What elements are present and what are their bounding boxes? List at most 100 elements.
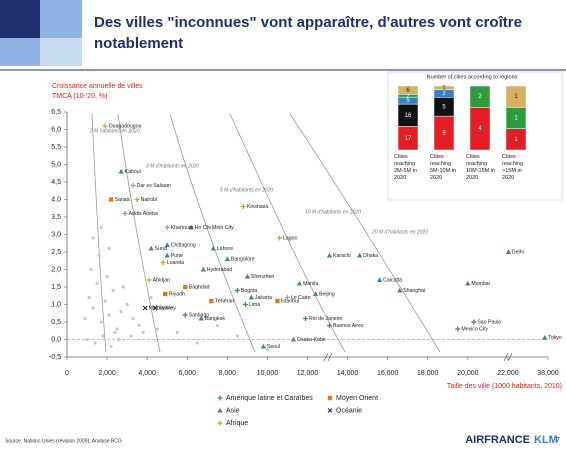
point-label: Bangkok [205, 316, 226, 322]
point [107, 313, 111, 317]
point [118, 168, 124, 174]
y-tick-label: 4,0 [51, 196, 61, 203]
point [357, 252, 363, 258]
point [134, 197, 140, 202]
x-tick-label: 4,000 [138, 370, 156, 377]
point [115, 327, 119, 331]
page-number: 7 [556, 437, 560, 444]
point [131, 316, 135, 321]
point [137, 323, 141, 328]
point [377, 277, 383, 282]
point-label: Sao Paulo [477, 319, 501, 325]
point [113, 330, 117, 335]
x-tick-label: 18,000 [417, 370, 439, 377]
point [248, 294, 254, 300]
x-tick-label: 2,000 [98, 370, 116, 377]
legend-marker [217, 395, 223, 401]
point [210, 245, 216, 251]
point-label: Shanghai [403, 288, 425, 294]
point [397, 287, 403, 293]
point-label: Luanda [167, 260, 184, 266]
point-label: Melbourne [149, 305, 174, 311]
point [117, 337, 121, 342]
y-tick-label: 2,5 [51, 249, 61, 256]
point [129, 334, 133, 338]
segment-label: 2 [442, 91, 446, 97]
point [91, 306, 95, 310]
point [312, 291, 319, 296]
point [148, 245, 154, 251]
y-tick-label: 5,5 [51, 144, 61, 151]
legend-label: Afrique [226, 420, 248, 427]
segment-label: 2 [406, 93, 410, 99]
y-tick-label: 6,5 [51, 109, 61, 116]
point-label: Le Caire [291, 295, 311, 301]
segment-label: 9 [442, 131, 446, 137]
point [99, 225, 103, 230]
point [97, 253, 101, 258]
segment-label: 2 [478, 94, 482, 100]
legend-label: Océanie [336, 407, 362, 414]
iso-curve [289, 113, 441, 353]
point [146, 277, 152, 283]
point [85, 337, 89, 342]
source: Source: Nations Unies (révision 2009); A… [5, 438, 122, 444]
x-tick-label: 20,000 [457, 370, 479, 377]
point [235, 334, 239, 338]
iso-label: 2 M habitants en 2020 [89, 128, 140, 134]
point [195, 341, 199, 345]
header-block [40, 38, 82, 66]
point [284, 295, 290, 300]
segment-label: 17 [405, 136, 412, 142]
segment-label: 16 [405, 113, 412, 119]
point [198, 315, 204, 321]
segment-label: 1 [442, 85, 446, 91]
x-tick-label: 12,000 [297, 370, 319, 377]
point-label: Osaka-Kobe [297, 337, 326, 343]
segment-label: 6 [406, 88, 410, 94]
point [101, 334, 105, 338]
bar-segment [397, 85, 419, 95]
point [296, 280, 303, 286]
point [182, 312, 188, 318]
point-label: Delhi [512, 249, 524, 255]
point-label: Buenos Aires [333, 323, 364, 329]
point [108, 197, 114, 202]
point [103, 299, 107, 303]
point-label: Rio de Janeiro [309, 316, 343, 322]
x-tick-label: 16,000 [377, 370, 399, 377]
point [109, 344, 113, 349]
x-tick-label: 22,000 [497, 370, 519, 377]
point [142, 305, 148, 311]
point-label: Khartoum [171, 225, 194, 231]
x-tick-label: 0 [65, 370, 69, 377]
point [164, 225, 170, 230]
point-label: Surat [155, 246, 168, 252]
point [240, 204, 246, 209]
point [83, 316, 87, 321]
point [455, 326, 461, 332]
point-label: Bogota [241, 288, 258, 294]
point [471, 319, 477, 325]
x-tick-label: 6,000 [178, 370, 196, 377]
point [102, 123, 108, 129]
y-tick-label: 6,0 [51, 126, 61, 133]
y-tick-label: 1,0 [51, 301, 61, 308]
point [99, 320, 103, 324]
point [224, 256, 230, 261]
point [89, 267, 93, 272]
segment-label: 5 [406, 98, 410, 104]
iso-curves [91, 113, 441, 353]
point [105, 274, 109, 279]
iso-label: 20 M d'habitants en 2020 [371, 229, 428, 235]
point-label: Calcutta [383, 277, 402, 283]
point [244, 273, 250, 279]
iso-label: 10 M d'habitants en 2020 [305, 209, 361, 215]
logo-airfrance: AIRFRANCE [465, 434, 530, 446]
point-label: Jakarta [255, 295, 272, 301]
point-label: Kinshasa [247, 204, 268, 210]
point [107, 246, 111, 251]
point [276, 235, 282, 241]
point-label: Kaboul [125, 169, 141, 175]
